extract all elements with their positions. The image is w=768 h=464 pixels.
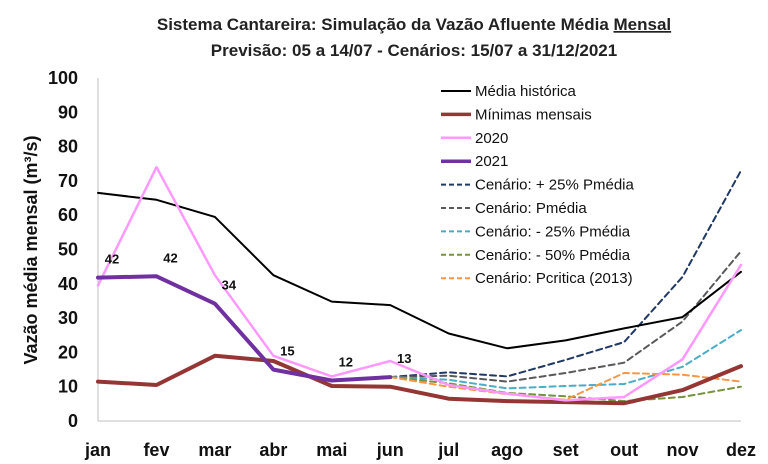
series-line xyxy=(389,329,742,390)
legend-entry: Cenário: + 25% Pmédia xyxy=(475,177,634,194)
series-line xyxy=(97,191,742,350)
y-tick-label: 90 xyxy=(58,102,78,122)
legend-entry: Cenário: Pmédia xyxy=(475,200,587,217)
series-line xyxy=(96,274,393,383)
legend-entry: Média histórica xyxy=(475,83,577,100)
data-label: 42 xyxy=(163,250,177,265)
x-tick-label: dez xyxy=(726,440,756,460)
series-line xyxy=(389,169,742,379)
y-tick-label: 0 xyxy=(68,411,78,431)
y-tick-label: 50 xyxy=(58,240,78,260)
chart-subtitle: Previsão: 05 a 14/07 - Cenários: 15/07 a… xyxy=(211,41,617,60)
axes xyxy=(97,78,741,422)
y-tick-label: 70 xyxy=(58,171,78,191)
chart-title: Sistema Cantareira: Simulação da Vazão A… xyxy=(157,15,671,34)
x-tick-label: out xyxy=(610,440,638,460)
y-tick-label: 10 xyxy=(58,377,78,397)
x-tick-label: jan xyxy=(84,440,111,460)
x-tick-label: ago xyxy=(491,440,523,460)
legend-entry: Cenário: - 50% Pmédia xyxy=(475,247,631,264)
legend-entry: 2020 xyxy=(475,130,508,147)
y-tick-label: 20 xyxy=(58,342,78,362)
y-axis-ticks: 0 10 20 30 40 50 60 70 80 90 100 xyxy=(48,68,78,431)
legend-entry: Cenário: Pcritica (2013) xyxy=(475,270,633,287)
y-tick-label: 100 xyxy=(48,68,78,88)
legend-entry: Mínimas mensais xyxy=(475,106,592,123)
data-label: 42 xyxy=(105,252,119,267)
x-axis-ticks: jan fev mar abr mai jun jul ago set out nov dez xyxy=(84,440,756,460)
data-label: 34 xyxy=(222,278,237,293)
legend: Média histórica Mínimas mensais 2020 2021 Ce… xyxy=(441,83,634,287)
x-tick-label: nov xyxy=(667,440,699,460)
data-label: 13 xyxy=(397,351,411,366)
y-tick-label: 80 xyxy=(58,137,78,157)
series-line xyxy=(389,250,742,383)
x-tick-label: abr xyxy=(259,440,287,460)
x-tick-label: set xyxy=(553,440,579,460)
series-line xyxy=(389,376,742,403)
data-label: 12 xyxy=(339,355,353,370)
y-tick-label: 30 xyxy=(58,308,78,328)
legend-entry: Cenário: - 25% Pmédia xyxy=(475,223,631,240)
series-line xyxy=(96,353,743,406)
data-label: 15 xyxy=(280,344,294,359)
x-tick-label: jun xyxy=(376,440,404,460)
x-tick-label: fev xyxy=(143,440,169,460)
x-tick-label: jul xyxy=(437,440,459,460)
legend-entry: 2021 xyxy=(475,153,508,170)
series-lines xyxy=(96,165,743,406)
y-tick-label: 60 xyxy=(58,205,78,225)
series-line xyxy=(96,165,743,402)
x-tick-label: mai xyxy=(316,440,347,460)
data-labels: 42 42 34 15 12 13 xyxy=(105,250,412,369)
y-tick-label: 40 xyxy=(58,274,78,294)
x-tick-label: mar xyxy=(198,440,231,460)
y-axis-label: Vazão média mensal (m³/s) xyxy=(21,135,41,364)
